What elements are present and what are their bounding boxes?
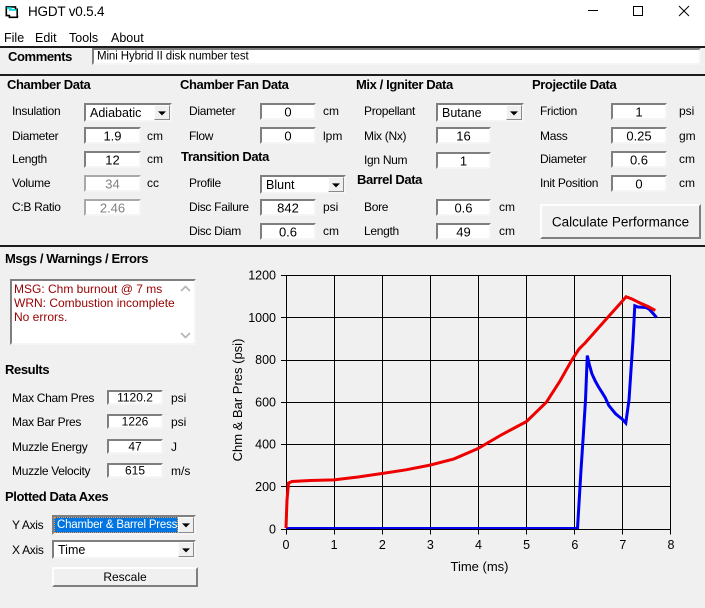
svg-text:200: 200 [255,480,276,494]
svg-text:7: 7 [619,538,626,552]
svg-text:3: 3 [427,538,434,552]
svg-text:1000: 1000 [248,311,276,325]
svg-text:0: 0 [269,522,276,536]
svg-text:2: 2 [379,538,386,552]
svg-text:1: 1 [331,538,338,552]
svg-text:600: 600 [255,395,276,409]
svg-text:Time (ms): Time (ms) [450,559,508,574]
svg-text:6: 6 [571,538,578,552]
svg-text:8: 8 [668,538,675,552]
svg-text:0: 0 [283,538,290,552]
svg-text:800: 800 [255,353,276,367]
svg-text:1200: 1200 [248,269,276,283]
svg-text:400: 400 [255,438,276,452]
svg-text:5: 5 [523,538,530,552]
svg-text:Chm & Bar Pres (psi): Chm & Bar Pres (psi) [230,339,245,462]
svg-text:4: 4 [475,538,482,552]
